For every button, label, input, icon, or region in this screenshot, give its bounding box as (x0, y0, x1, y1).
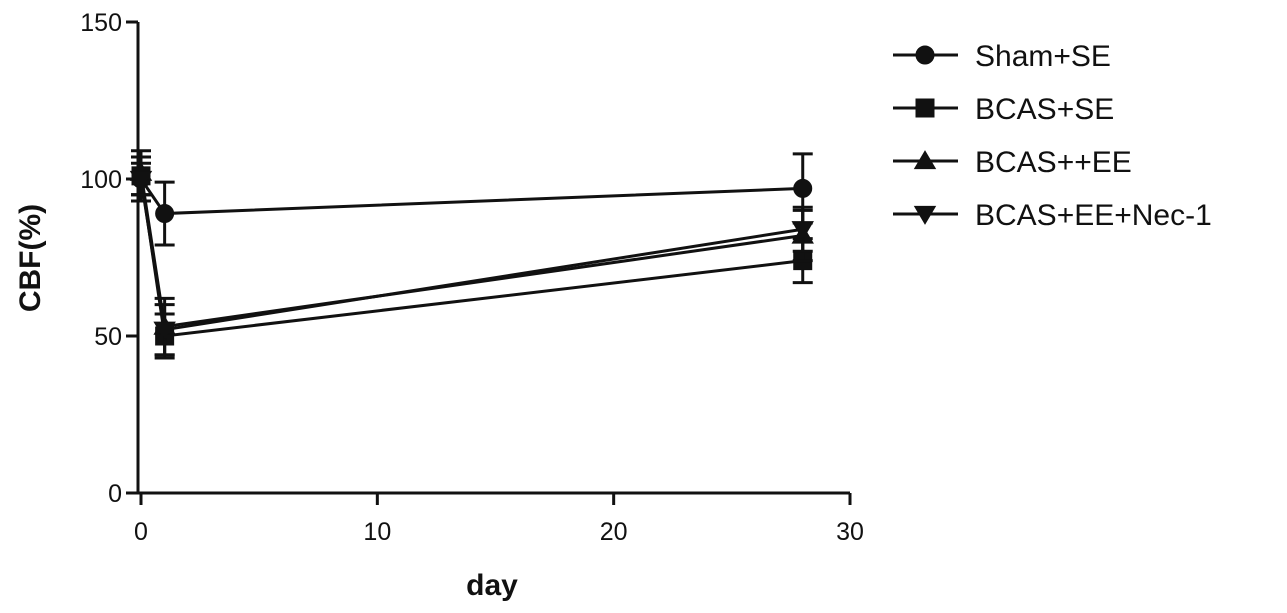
legend-item-bcas-ee: BCAS++EE (893, 146, 1132, 179)
x-tick-label-30: 30 (836, 518, 864, 546)
series-group (129, 149, 814, 360)
legend-label-bcas-ee-nec-1: BCAS+EE+Nec-1 (975, 199, 1212, 232)
y-tick-label-0: 0 (108, 480, 122, 508)
series-bcas-ee (129, 149, 814, 357)
x-tick-label-10: 10 (363, 518, 391, 546)
y-tick-label-100: 100 (80, 166, 122, 194)
x-tick-label-0: 0 (134, 518, 148, 546)
axes (136, 22, 850, 495)
ticks: 0 50 100 150 0 10 20 30 (80, 9, 864, 546)
legend-item-bcas-se: BCAS+SE (893, 93, 1114, 126)
y-axis-label: CBF(%) (14, 204, 47, 312)
series-line-sham-se (139, 178, 803, 216)
x-tick-label-20: 20 (600, 518, 628, 546)
series-sham-se (131, 152, 813, 247)
series-bcas-ee-nec-1 (129, 161, 814, 357)
legend-label-sham-se: Sham+SE (975, 40, 1111, 73)
legend-marker-bcas-ee-nec-1 (913, 205, 937, 225)
legend: Sham+SE BCAS+SE BCAS++EE BCAS+EE+Nec-1 (893, 40, 1212, 232)
y-tick-label-50: 50 (94, 323, 122, 351)
legend-marker-bcas-se (915, 98, 935, 118)
point-sham-se-1 (155, 204, 175, 224)
x-axis-label: day (466, 569, 518, 602)
legend-item-bcas-ee-nec-1: BCAS+EE+Nec-1 (893, 199, 1212, 232)
series-bcas-se (131, 155, 813, 360)
legend-marker-bcas-ee (913, 150, 937, 170)
point-sham-se-2 (793, 178, 813, 198)
point-bcas-ee-nec-1-0 (129, 170, 153, 190)
point-bcas-ee-nec-1-1 (153, 321, 176, 341)
legend-label-bcas-se: BCAS+SE (975, 93, 1114, 126)
legend-label-bcas-ee: BCAS++EE (975, 146, 1132, 179)
legend-marker-sham-se (915, 45, 935, 65)
y-tick-label-150: 150 (80, 9, 122, 37)
series-line-bcas-ee (139, 172, 803, 329)
point-bcas-ee-nec-1-2 (791, 221, 814, 241)
series-line-bcas-se (139, 175, 803, 338)
legend-item-sham-se: Sham+SE (893, 40, 1111, 73)
